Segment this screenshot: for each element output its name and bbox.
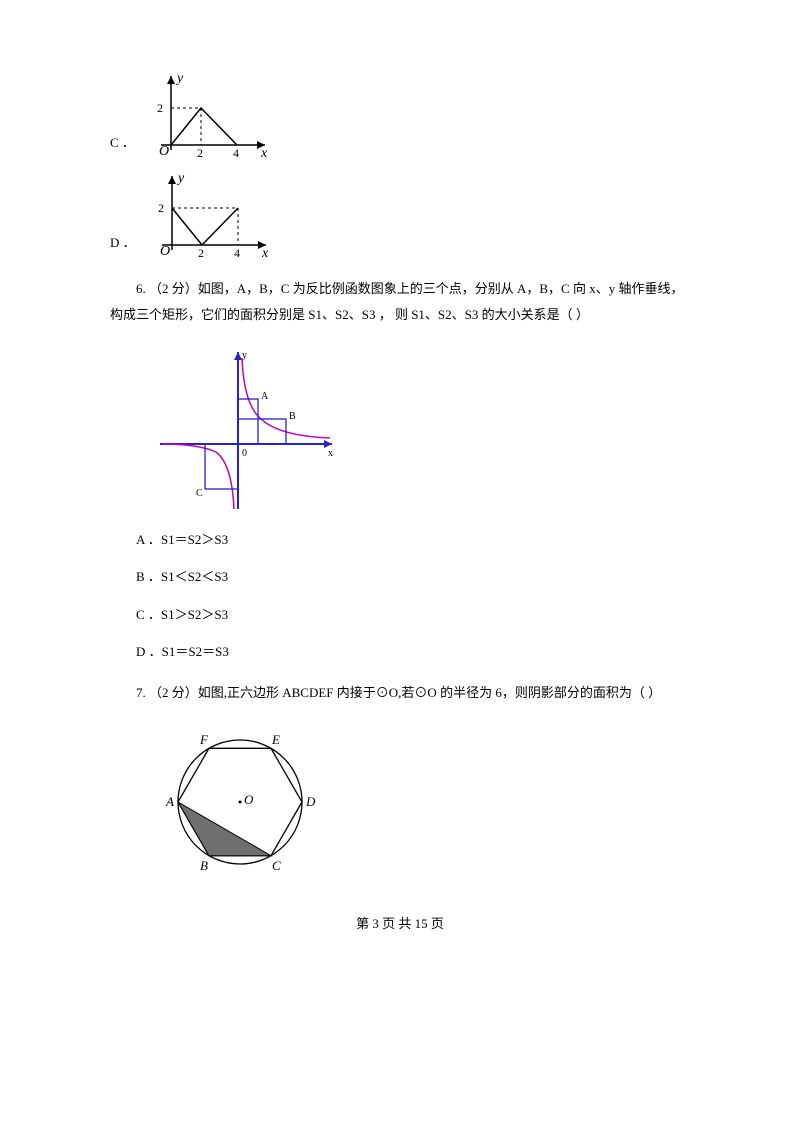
figure-option-d: O 2 4 2 x y (142, 170, 272, 260)
svg-text:C: C (196, 488, 203, 499)
svg-text:O: O (160, 244, 170, 259)
svg-text:F: F (199, 732, 209, 747)
svg-text:4: 4 (234, 246, 240, 260)
svg-text:0: 0 (242, 448, 247, 459)
q6-option-a: A ．S1＝S2＞S3 (110, 528, 690, 551)
svg-text:A: A (165, 794, 174, 809)
figure-q6-block: y x 0 A B C (150, 344, 690, 514)
svg-text:x: x (260, 146, 268, 160)
q7-number: 7. (136, 685, 146, 700)
svg-text:y: y (175, 71, 184, 86)
page-footer: 第 3 页 共 15 页 (110, 912, 690, 935)
q6-option-b: B ．S1＜S2＜S3 (110, 565, 690, 588)
q7-body: （2 分）如图,正六边形 ABCDEF 内接于⊙O,若⊙O 的半径为 6，则阴影… (149, 685, 661, 700)
svg-text:O: O (159, 144, 169, 159)
q6-body: （2 分）如图，A，B，C 为反比例函数图象上的三个点，分别从 A，B，C 向 … (110, 281, 683, 322)
svg-text:O: O (244, 792, 254, 807)
svg-text:B: B (200, 858, 208, 873)
svg-text:x: x (328, 448, 333, 459)
svg-text:4: 4 (233, 146, 239, 160)
svg-text:2: 2 (158, 201, 164, 215)
svg-text:2: 2 (157, 101, 163, 115)
option-c-block: C ． O 2 4 2 x y (110, 70, 690, 160)
svg-text:D: D (305, 794, 316, 809)
q6-option-c: C ．S1＞S2＞S3 (110, 603, 690, 626)
figure-q7-block: O A B C D E F (150, 722, 690, 882)
q6-number: 6. (136, 281, 146, 296)
question-7-text: 7. （2 分）如图,正六边形 ABCDEF 内接于⊙O,若⊙O 的半径为 6，… (110, 680, 690, 706)
svg-text:E: E (271, 732, 280, 747)
page-content: C ． O 2 4 2 x y D ． (0, 0, 800, 975)
svg-text:C: C (272, 858, 281, 873)
option-d-label: D ． (110, 231, 136, 260)
svg-text:2: 2 (198, 246, 204, 260)
svg-text:A: A (261, 391, 269, 402)
figure-q6: y x 0 A B C (150, 344, 340, 514)
svg-text:x: x (261, 246, 269, 260)
figure-option-c: O 2 4 2 x y (141, 70, 271, 160)
option-c-label: C ． (110, 131, 135, 160)
question-6-text: 6. （2 分）如图，A，B，C 为反比例函数图象上的三个点，分别从 A，B，C… (110, 276, 690, 328)
figure-q7: O A B C D E F (150, 722, 330, 882)
option-d-block: D ． O 2 4 2 x y (110, 170, 690, 260)
svg-text:B: B (289, 411, 296, 422)
svg-text:2: 2 (197, 146, 203, 160)
q6-option-d: D ．S1＝S2＝S3 (110, 640, 690, 663)
svg-text:y: y (176, 171, 185, 186)
